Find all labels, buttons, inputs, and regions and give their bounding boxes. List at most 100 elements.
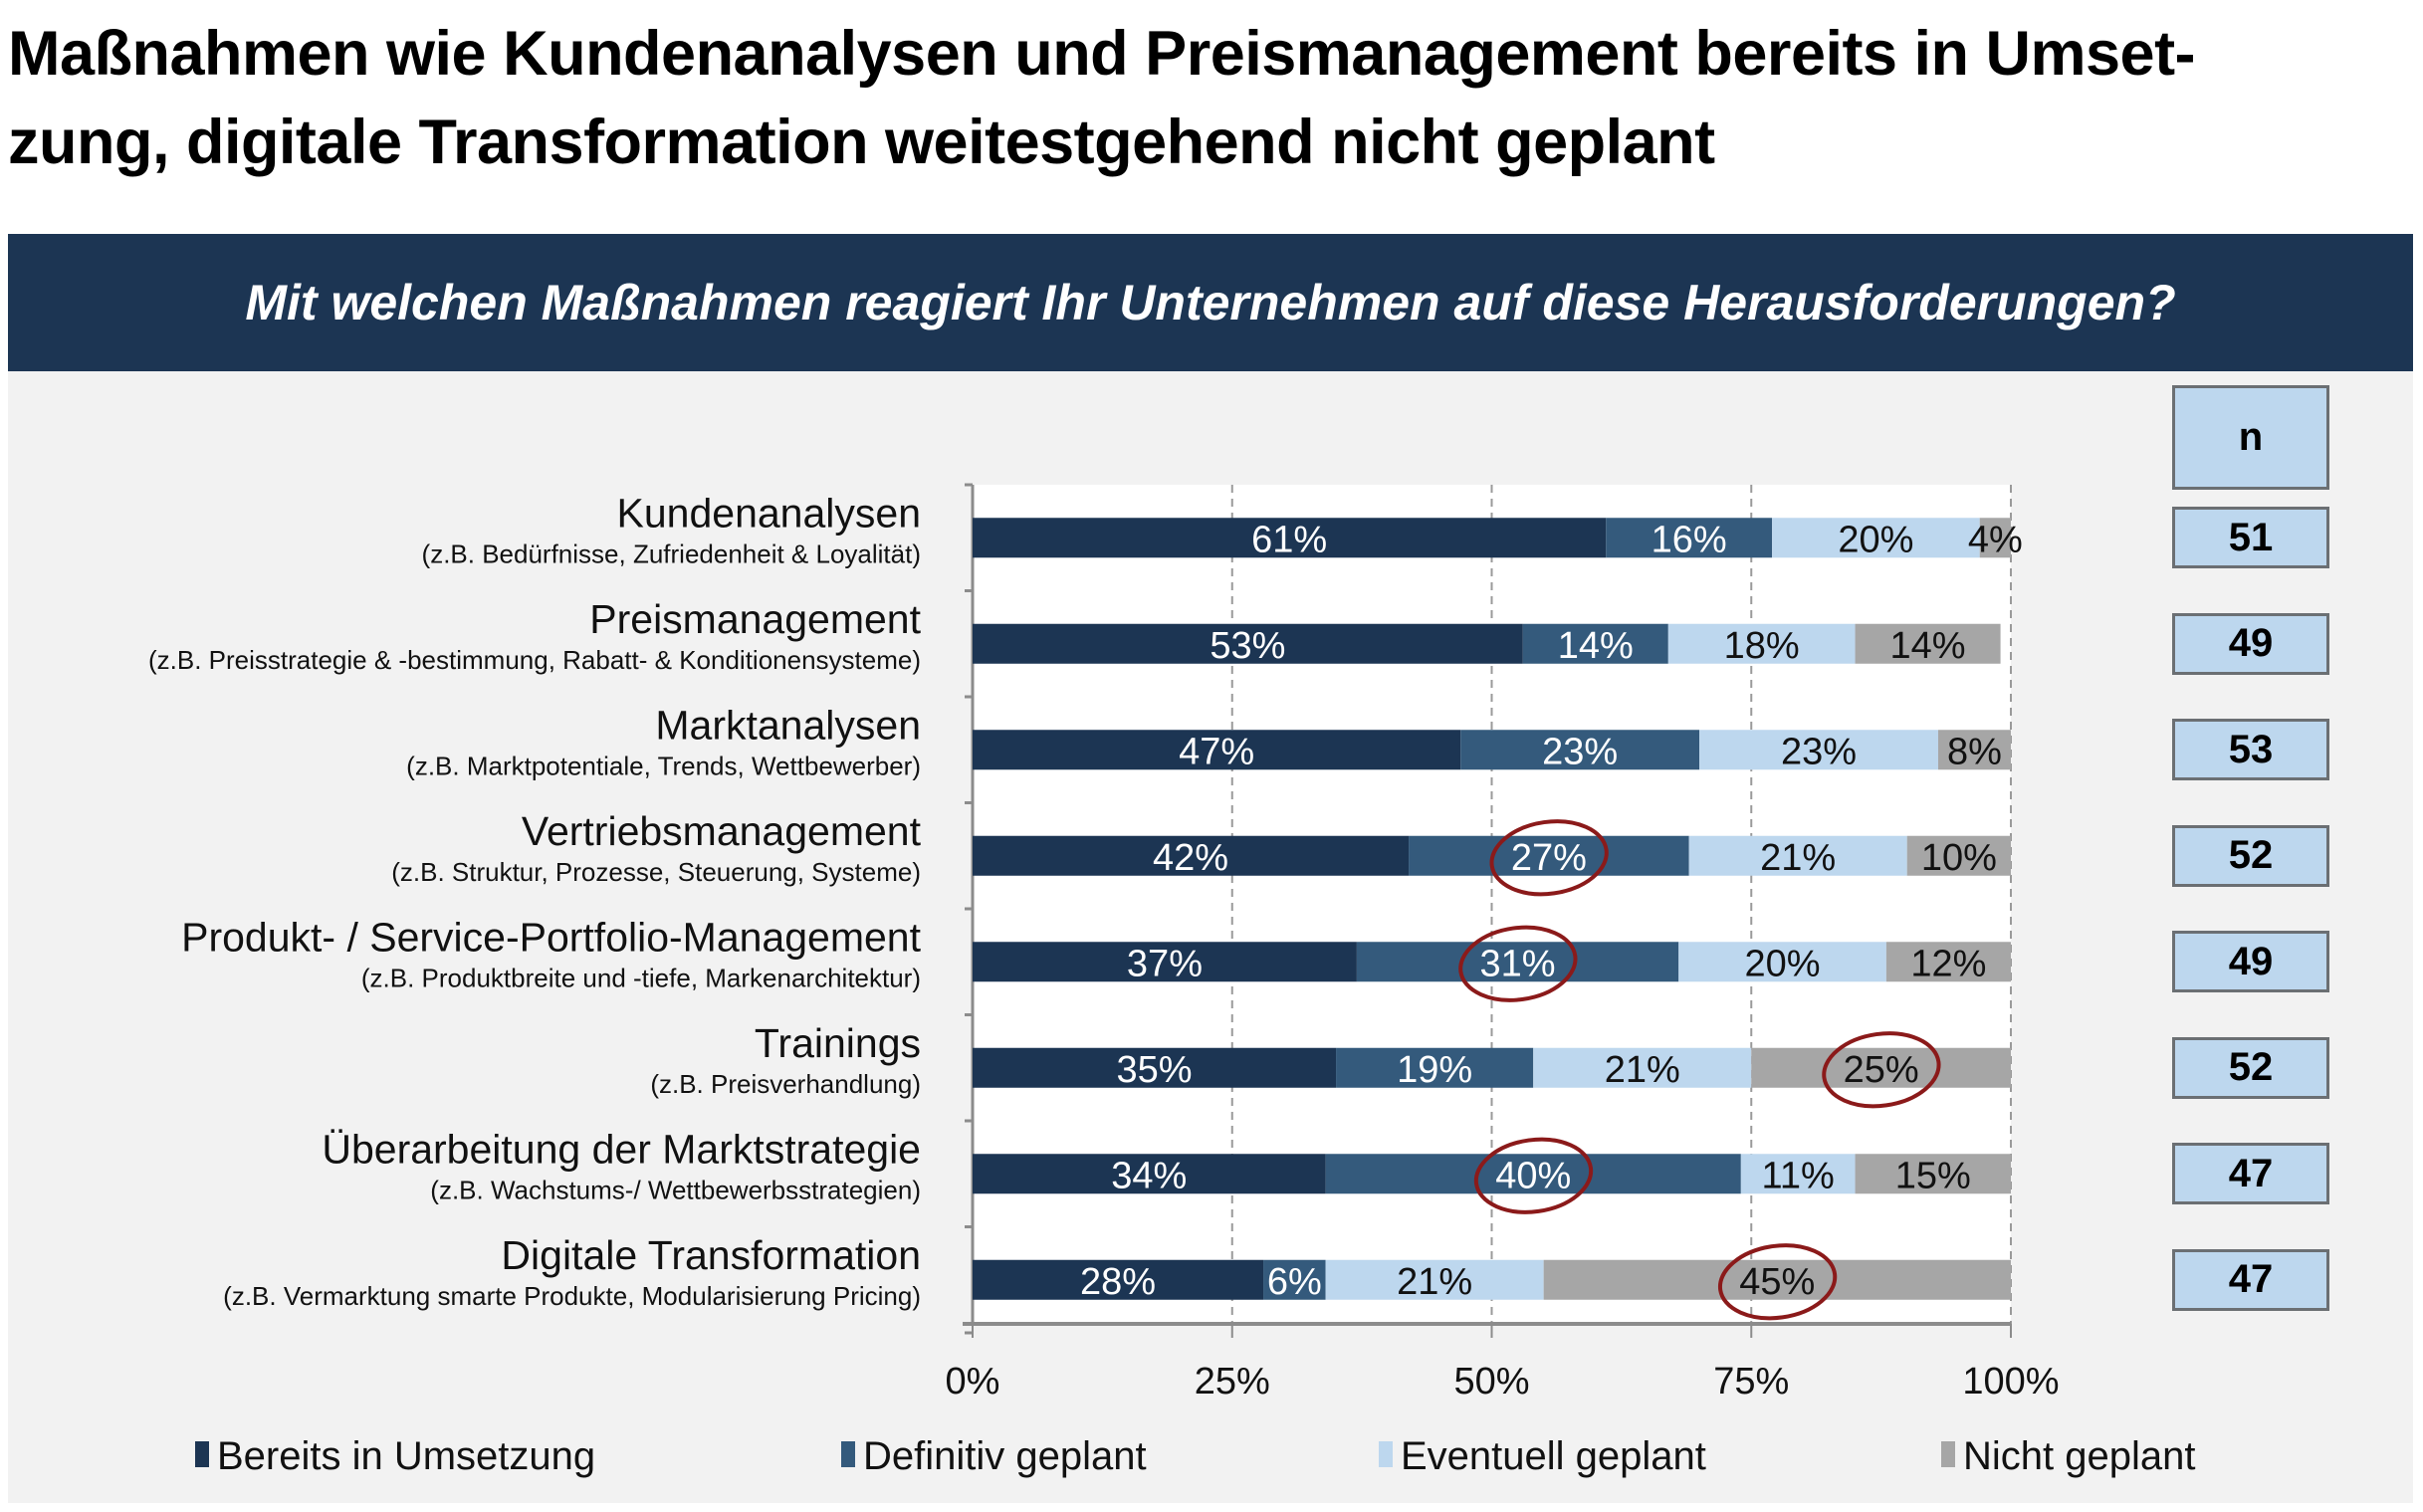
data-label: 15%	[1895, 1155, 1971, 1196]
data-label: 19%	[1397, 1049, 1472, 1091]
category-sublabel: (z.B. Preisverhandlung)	[650, 1069, 921, 1099]
n-value: 49	[2172, 612, 2329, 675]
category-label: Marktanalysen	[655, 702, 921, 748]
bar-segment-definitiv	[1409, 835, 1689, 876]
bar-segment-nicht	[1855, 1154, 2011, 1194]
data-label: 20%	[1838, 519, 1913, 560]
data-label: 61%	[1251, 519, 1327, 560]
data-label: 34%	[1111, 1155, 1187, 1196]
data-label: 6%	[1267, 1261, 1322, 1303]
bar-segment-eventuell	[1667, 623, 1856, 664]
legend-label: Nicht geplant	[1963, 1434, 2195, 1478]
data-label: 11%	[1762, 1155, 1835, 1196]
legend-label: Eventuell geplant	[1401, 1434, 1706, 1478]
bar-segment-eventuell	[1740, 1154, 1856, 1194]
data-label: 14%	[1890, 625, 1966, 667]
bar-segment-nicht	[1906, 835, 2011, 876]
category-label: Digitale Transformation	[501, 1232, 921, 1278]
data-label: 37%	[1127, 943, 1203, 984]
n-value: 52	[2172, 824, 2329, 887]
x-tick-label: 100%	[1962, 1361, 2059, 1403]
data-label: 12%	[1910, 943, 1986, 984]
bar-segment-bereits	[973, 623, 1523, 664]
question-banner: Mit welchen Maßnahmen reagiert Ihr Unter…	[8, 234, 2413, 371]
bar-segment-eventuell	[1699, 730, 1938, 770]
category-label: Trainings	[755, 1020, 921, 1066]
bar-segment-eventuell	[1688, 835, 1907, 876]
n-value: 52	[2172, 1036, 2329, 1099]
question-text: Mit welchen Maßnahmen reagiert Ihr Unter…	[245, 275, 2176, 330]
data-label: 14%	[1558, 625, 1634, 667]
bar-segment-nicht	[1543, 1259, 2011, 1300]
page-title: Maßnahmen wie Kundenanalysen und Preisma…	[8, 10, 2417, 187]
legend-label: Definitiv geplant	[863, 1434, 1147, 1478]
bar-segment-nicht	[1751, 1047, 2011, 1088]
bar-segment-definitiv	[1356, 942, 1679, 982]
category-sublabel: (z.B. Bedürfnisse, Zufriedenheit & Loyal…	[422, 539, 921, 568]
n-value: 47	[2172, 1143, 2329, 1205]
n-value: 51	[2172, 507, 2329, 569]
highlight-circle	[1489, 819, 1609, 897]
data-label: 53%	[1210, 625, 1285, 667]
bar-segment-eventuell	[1678, 942, 1886, 982]
category-label: Vertriebsmanagement	[522, 808, 922, 854]
x-tick-label: 25%	[1195, 1361, 1270, 1403]
bar-segment-nicht	[1937, 730, 2011, 770]
x-tick-label: 0%	[946, 1361, 1000, 1403]
legend-swatch-eventuell	[1379, 1441, 1393, 1467]
bar-segment-definitiv	[1336, 1047, 1534, 1088]
data-label: 21%	[1760, 837, 1836, 879]
legend-swatch-bereits	[195, 1441, 209, 1467]
data-label: 8%	[1947, 731, 2002, 772]
title-line-1: Maßnahmen wie Kundenanalysen und Preisma…	[8, 19, 2196, 89]
bar-segment-definitiv	[1606, 518, 1773, 558]
bar-segment-definitiv	[1263, 1259, 1326, 1300]
data-label: 47%	[1179, 731, 1254, 772]
bar-segment-nicht	[1885, 942, 2011, 982]
data-label: 27%	[1511, 837, 1587, 879]
category-label: Überarbeitung der Marktstrategie	[322, 1126, 921, 1172]
n-value: 53	[2172, 719, 2329, 781]
bar-segment-bereits	[973, 730, 1461, 770]
data-label: 21%	[1605, 1049, 1680, 1091]
data-label: 23%	[1781, 731, 1857, 772]
category-label: Produkt- / Service-Portfolio-Management	[181, 914, 921, 960]
bar-segment-bereits	[973, 1047, 1337, 1088]
bar-segment-definitiv	[1460, 730, 1700, 770]
highlight-circle	[1458, 925, 1578, 1002]
n-value: 49	[2172, 931, 2329, 993]
category-sublabel: (z.B. Marktpotentiale, Trends, Wettbewer…	[406, 751, 921, 780]
bar-segment-definitiv	[1522, 623, 1668, 664]
data-label: 31%	[1480, 943, 1556, 984]
n-header: n	[2172, 385, 2329, 490]
category-sublabel: (z.B. Wachstums-/ Wettbewerbsstrategien)	[430, 1175, 921, 1204]
n-value: 47	[2172, 1248, 2329, 1311]
bar-segment-nicht	[1979, 518, 2011, 558]
data-label: 20%	[1745, 943, 1821, 984]
bar-segment-eventuell	[1533, 1047, 1752, 1088]
title-line-2: zung, digitale Transformation weitestgeh…	[8, 108, 1715, 177]
legend-swatch-definitiv	[841, 1441, 855, 1467]
bar-segment-bereits	[973, 942, 1357, 982]
category-sublabel: (z.B. Preisstrategie & -bestimmung, Raba…	[148, 645, 921, 675]
data-label: 16%	[1652, 519, 1727, 560]
legend-label: Bereits in Umsetzung	[217, 1434, 595, 1478]
highlight-circle	[1822, 1031, 1941, 1109]
legend-swatch-nicht	[1941, 1441, 1955, 1467]
bar-segment-bereits	[973, 835, 1410, 876]
data-label: 4%	[1968, 519, 2023, 560]
data-label: 10%	[1921, 837, 1997, 879]
category-label: Preismanagement	[589, 596, 921, 642]
bar-segment-nicht	[1855, 623, 2001, 664]
bar-segment-eventuell	[1772, 518, 1980, 558]
category-sublabel: (z.B. Vermarktung smarte Produkte, Modul…	[223, 1281, 921, 1311]
bar-segment-bereits	[973, 1154, 1326, 1194]
highlight-circle	[1473, 1137, 1594, 1214]
category-sublabel: (z.B. Produktbreite und -tiefe, Markenar…	[361, 963, 921, 992]
data-label: 25%	[1844, 1049, 1919, 1091]
data-label: 18%	[1724, 625, 1800, 667]
bar-segment-definitiv	[1325, 1154, 1741, 1194]
data-label: 35%	[1116, 1049, 1192, 1091]
category-sublabel: (z.B. Struktur, Prozesse, Steuerung, Sys…	[391, 857, 921, 887]
